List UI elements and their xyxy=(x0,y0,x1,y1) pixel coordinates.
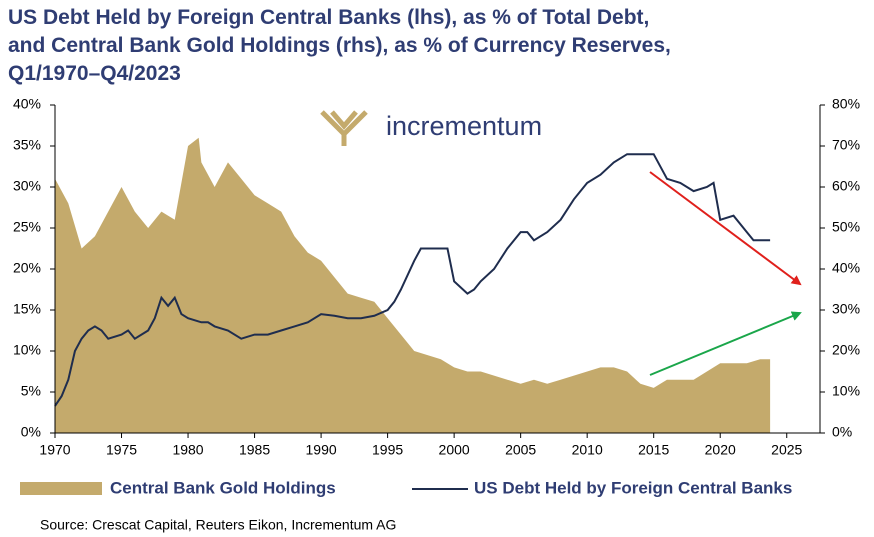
trend-arrow-up xyxy=(649,311,802,376)
x-tick-label: 2020 xyxy=(705,442,736,458)
y2-tick-label: 10% xyxy=(832,383,860,399)
y2-tick-label: 40% xyxy=(832,260,860,276)
y-tick-label: 15% xyxy=(13,301,41,317)
x-tick-label: 1985 xyxy=(239,442,270,458)
y-tick-label: 0% xyxy=(21,424,41,440)
x-tick-label: 2000 xyxy=(439,442,470,458)
x-tick-label: 1995 xyxy=(372,442,403,458)
y2-tick-label: 50% xyxy=(832,219,860,235)
source: Source: Crescat Capital, Reuters Eikon, … xyxy=(40,517,396,533)
chart-title: and Central Bank Gold Holdings (rhs), as… xyxy=(8,34,671,57)
y-tick-label: 25% xyxy=(13,219,41,235)
y2-tick-label: 20% xyxy=(832,342,860,358)
chart-title: Q1/1970–Q4/2023 xyxy=(8,62,181,85)
x-tick-label: 2015 xyxy=(638,442,669,458)
line xyxy=(54,153,771,407)
logo: incrementum xyxy=(318,108,542,148)
x-tick-label: 2025 xyxy=(771,442,802,458)
legend-swatch xyxy=(20,482,102,495)
y-tick-label: 10% xyxy=(13,342,41,358)
x-tick-label: 2010 xyxy=(572,442,603,458)
y2-tick-label: 0% xyxy=(832,424,852,440)
y-tick-label: 30% xyxy=(13,178,41,194)
y-tick-label: 40% xyxy=(13,96,41,112)
logo-text: incrementum xyxy=(386,111,542,141)
y-tick-label: 20% xyxy=(13,260,41,276)
y2-tick-label: 80% xyxy=(832,96,860,112)
legend-label: US Debt Held by Foreign Central Banks xyxy=(474,478,792,497)
y2-tick-label: 70% xyxy=(832,137,860,153)
x-tick-label: 1990 xyxy=(306,442,337,458)
y-tick-label: 35% xyxy=(13,137,41,153)
y2-tick-label: 60% xyxy=(832,178,860,194)
chart-title: US Debt Held by Foreign Central Banks (l… xyxy=(8,6,649,29)
x-tick-label: 1980 xyxy=(172,442,203,458)
y2-tick-label: 30% xyxy=(832,301,860,317)
plot-area: 0% 5% 10% 15% 20% 25% 30% 35% 40% 0% 10% 20% 30% 40% 5… xyxy=(13,96,860,458)
logo-tree xyxy=(320,110,368,146)
y-tick-label: 5% xyxy=(21,383,41,399)
x-tick-label: 1970 xyxy=(39,442,70,458)
trend-arrow-down xyxy=(649,171,802,286)
x-tick-label: 1975 xyxy=(106,442,137,458)
legend-label: Central Bank Gold Holdings xyxy=(110,478,336,497)
area xyxy=(55,137,771,434)
x-tick-label: 2005 xyxy=(505,442,536,458)
